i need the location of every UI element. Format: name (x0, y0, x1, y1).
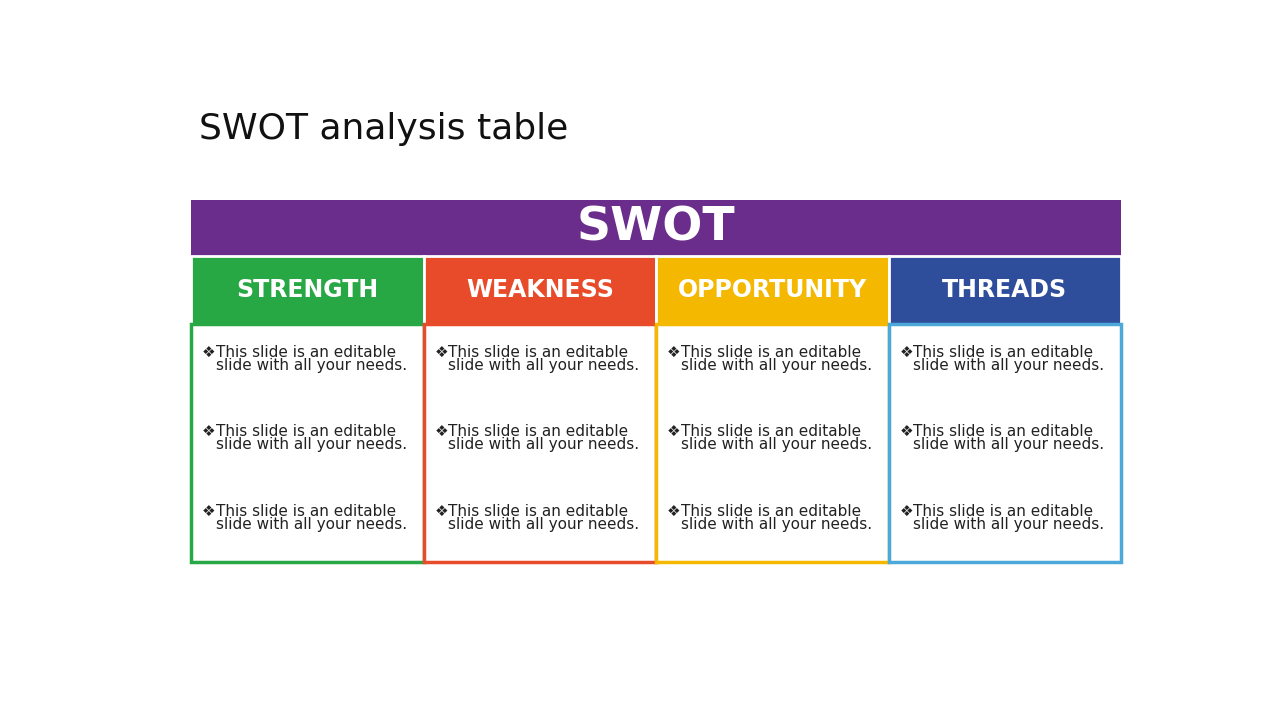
FancyBboxPatch shape (191, 323, 424, 562)
Text: ❖: ❖ (900, 424, 913, 439)
FancyBboxPatch shape (424, 323, 657, 562)
Text: ❖: ❖ (667, 345, 681, 360)
Text: slide with all your needs.: slide with all your needs. (448, 358, 640, 373)
Text: This slide is an editable: This slide is an editable (448, 504, 628, 519)
Text: ❖: ❖ (667, 424, 681, 439)
Text: slide with all your needs.: slide with all your needs. (681, 517, 872, 532)
Text: ❖: ❖ (900, 345, 913, 360)
Text: This slide is an editable: This slide is an editable (448, 424, 628, 439)
Text: This slide is an editable: This slide is an editable (681, 345, 861, 360)
FancyBboxPatch shape (191, 256, 424, 323)
Text: ❖: ❖ (900, 504, 913, 519)
Text: This slide is an editable: This slide is an editable (448, 345, 628, 360)
Text: STRENGTH: STRENGTH (237, 278, 379, 302)
Text: SWOT: SWOT (577, 206, 735, 251)
Text: This slide is an editable: This slide is an editable (216, 345, 396, 360)
Text: This slide is an editable: This slide is an editable (914, 424, 1093, 439)
Text: slide with all your needs.: slide with all your needs. (448, 437, 640, 452)
Text: WEAKNESS: WEAKNESS (466, 278, 613, 302)
Text: THREADS: THREADS (942, 278, 1068, 302)
Text: This slide is an editable: This slide is an editable (681, 424, 861, 439)
Text: ❖: ❖ (202, 424, 215, 439)
Text: ❖: ❖ (667, 504, 681, 519)
Text: This slide is an editable: This slide is an editable (914, 345, 1093, 360)
Text: slide with all your needs.: slide with all your needs. (914, 517, 1105, 532)
Text: OPPORTUNITY: OPPORTUNITY (677, 278, 867, 302)
Text: slide with all your needs.: slide with all your needs. (681, 437, 872, 452)
Text: This slide is an editable: This slide is an editable (216, 504, 396, 519)
Text: slide with all your needs.: slide with all your needs. (681, 358, 872, 373)
FancyBboxPatch shape (191, 200, 1121, 256)
Text: slide with all your needs.: slide with all your needs. (216, 437, 407, 452)
Text: slide with all your needs.: slide with all your needs. (914, 358, 1105, 373)
Text: ❖: ❖ (202, 345, 215, 360)
Text: ❖: ❖ (434, 345, 448, 360)
Text: slide with all your needs.: slide with all your needs. (448, 517, 640, 532)
FancyBboxPatch shape (657, 323, 888, 562)
FancyBboxPatch shape (888, 323, 1121, 562)
Text: This slide is an editable: This slide is an editable (681, 504, 861, 519)
Text: ❖: ❖ (202, 504, 215, 519)
Text: slide with all your needs.: slide with all your needs. (216, 517, 407, 532)
Text: slide with all your needs.: slide with all your needs. (216, 358, 407, 373)
FancyBboxPatch shape (424, 256, 657, 323)
FancyBboxPatch shape (888, 256, 1121, 323)
Text: SWOT analysis table: SWOT analysis table (198, 112, 568, 145)
Text: ❖: ❖ (434, 424, 448, 439)
Text: slide with all your needs.: slide with all your needs. (914, 437, 1105, 452)
Text: This slide is an editable: This slide is an editable (216, 424, 396, 439)
Text: ❖: ❖ (434, 504, 448, 519)
FancyBboxPatch shape (657, 256, 888, 323)
Text: This slide is an editable: This slide is an editable (914, 504, 1093, 519)
